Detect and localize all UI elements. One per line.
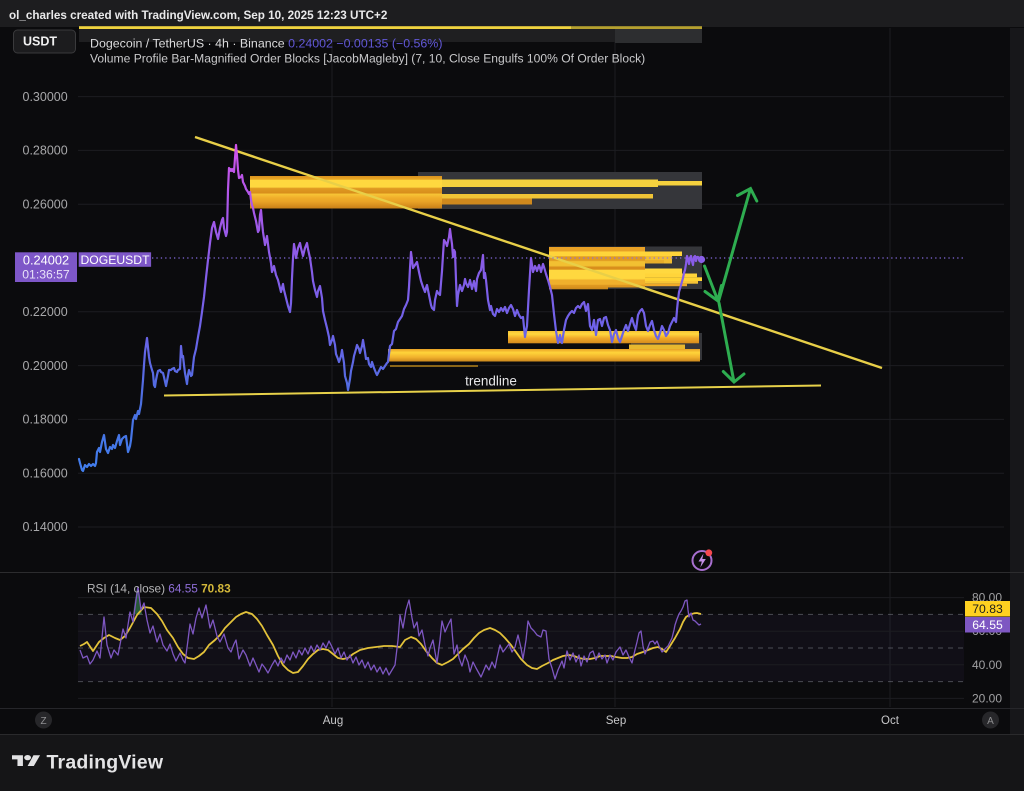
svg-text:USDT: USDT (23, 35, 57, 49)
svg-text:RSI (14, close) 64.55 70.83: RSI (14, close) 64.55 70.83 (87, 582, 231, 596)
svg-text:trendline: trendline (465, 374, 517, 389)
svg-text:0.14000: 0.14000 (23, 520, 68, 534)
svg-text:Oct: Oct (881, 715, 900, 727)
svg-text:Volume Profile Bar-Magnified O: Volume Profile Bar-Magnified Order Block… (90, 52, 645, 66)
svg-text:Aug: Aug (323, 715, 343, 727)
svg-text:0.30000: 0.30000 (23, 90, 68, 104)
svg-text:20.00: 20.00 (972, 691, 1002, 705)
svg-text:64.55: 64.55 (972, 618, 1003, 632)
svg-text:0.28000: 0.28000 (23, 144, 68, 158)
svg-text:Dogecoin / TetherUS · 4h · Bin: Dogecoin / TetherUS · 4h · Binance 0.240… (90, 37, 442, 51)
svg-text:Z: Z (40, 716, 46, 727)
svg-text:0.20000: 0.20000 (23, 359, 68, 373)
svg-text:70.83: 70.83 (972, 602, 1003, 616)
svg-text:0.16000: 0.16000 (23, 466, 68, 480)
svg-text:Sep: Sep (606, 715, 626, 727)
svg-text:0.18000: 0.18000 (23, 413, 68, 427)
svg-text:01:36:57: 01:36:57 (22, 268, 70, 282)
svg-text:DOGEUSDT: DOGEUSDT (80, 253, 150, 267)
svg-text:A: A (987, 716, 994, 727)
svg-text:0.26000: 0.26000 (23, 197, 68, 211)
svg-text:0.24002: 0.24002 (23, 253, 69, 268)
svg-text:TradingView: TradingView (47, 752, 164, 774)
svg-text:ol_charles created with Tradin: ol_charles created with TradingView.com,… (9, 9, 388, 22)
svg-text:40.00: 40.00 (972, 658, 1002, 672)
svg-text:0.22000: 0.22000 (23, 305, 68, 319)
